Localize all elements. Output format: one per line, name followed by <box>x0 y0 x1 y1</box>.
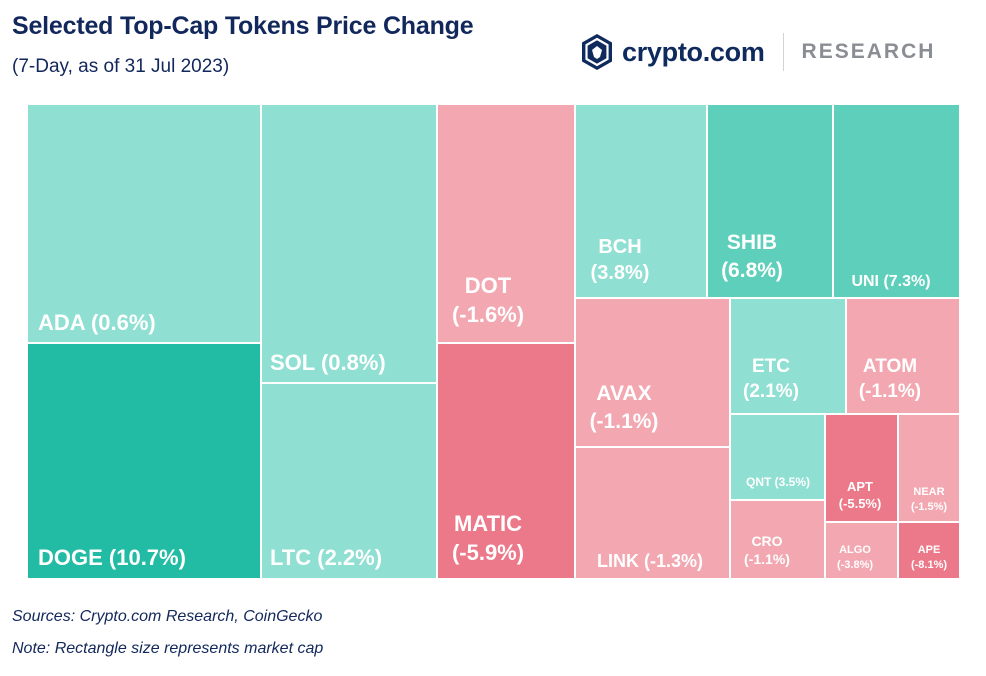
tile-bch: BCH (3.8%) <box>576 105 706 297</box>
tile-label-algo: ALGO (-3.8%) <box>837 544 873 571</box>
brand-division: RESEARCH <box>801 40 936 63</box>
tile-etc: ETC (2.1%) <box>731 299 845 413</box>
tile-link: LINK (-1.3%) <box>576 448 729 578</box>
tile-rect-near <box>899 415 959 521</box>
chart-subtitle: (7-Day, as of 31 Jul 2023) <box>12 56 230 77</box>
tile-rect-etc <box>731 299 845 413</box>
brand-name: crypto.com <box>622 36 765 67</box>
tile-rect-dot <box>438 105 574 342</box>
tile-sol: SOL (0.8%) <box>262 105 436 382</box>
tile-doge: DOGE (10.7%) <box>28 344 260 578</box>
brand-divider <box>782 33 784 71</box>
tile-dot: DOT (-1.6%) <box>438 105 574 342</box>
tile-rect-cro <box>731 501 824 578</box>
brand-header: crypto.com RESEARCH <box>580 32 935 72</box>
tile-label-qnt: QNT (3.5%) <box>746 475 810 489</box>
tile-uni: UNI (7.3%) <box>834 105 959 297</box>
tile-rect-qnt <box>731 415 824 499</box>
tile-rect-matic <box>438 344 574 578</box>
tile-label-doge: DOGE (10.7%) <box>38 545 186 570</box>
tile-label-ada: ADA (0.6%) <box>38 310 156 335</box>
tile-shib: SHIB (6.8%) <box>708 105 832 297</box>
tile-label-bch: BCH (3.8%) <box>591 236 650 284</box>
tile-label-matic: MATIC (-5.9%) <box>452 511 524 565</box>
tile-rect-bch <box>576 105 706 297</box>
tile-label-shib: SHIB (6.8%) <box>721 231 783 282</box>
chart-title: Selected Top-Cap Tokens Price Change <box>12 12 474 40</box>
tile-label-avax: AVAX (-1.1%) <box>590 382 659 433</box>
tile-rect-atom <box>847 299 959 413</box>
tile-atom: ATOM (-1.1%) <box>847 299 959 413</box>
tile-matic: MATIC (-5.9%) <box>438 344 574 578</box>
tile-cro: CRO (-1.1%) <box>731 501 824 578</box>
tile-rect-algo <box>826 523 897 578</box>
tile-label-ape: APE (-8.1%) <box>911 544 947 571</box>
tile-label-etc: ETC (2.1%) <box>743 356 799 402</box>
tile-label-sol: SOL (0.8%) <box>270 350 386 375</box>
tile-rect-avax <box>576 299 729 446</box>
tile-ada: ADA (0.6%) <box>28 105 260 342</box>
sources-note: Sources: Crypto.com Research, CoinGecko <box>12 608 323 625</box>
tile-rect-ada <box>28 105 260 342</box>
tile-rect-doge <box>28 344 260 578</box>
tile-label-apt: APT (-5.5%) <box>839 479 882 511</box>
tile-apt: APT (-5.5%) <box>826 415 897 521</box>
crypto-com-shield-icon <box>582 34 612 70</box>
tile-ltc: LTC (2.2%) <box>262 384 436 578</box>
tile-label-uni: UNI (7.3%) <box>851 273 930 290</box>
tile-rect-shib <box>708 105 832 297</box>
market-cap-note: Note: Rectangle size represents market c… <box>12 640 324 657</box>
tile-near: NEAR (-1.5%) <box>899 415 959 521</box>
tile-rect-ape <box>899 523 959 578</box>
tile-rect-uni <box>834 105 959 297</box>
tile-label-atom: ATOM (-1.1%) <box>859 356 921 402</box>
tile-label-dot: DOT (-1.6%) <box>452 273 524 327</box>
tile-rect-ltc <box>262 384 436 578</box>
tile-label-ltc: LTC (2.2%) <box>270 545 382 570</box>
tile-qnt: QNT (3.5%) <box>731 415 824 499</box>
tile-rect-sol <box>262 105 436 382</box>
tile-rect-apt <box>826 415 897 521</box>
tile-label-near: NEAR (-1.5%) <box>911 486 947 513</box>
tile-rect-link <box>576 448 729 578</box>
tile-avax: AVAX (-1.1%) <box>576 299 729 446</box>
tile-label-cro: CRO (-1.1%) <box>744 533 790 567</box>
tile-label-link: LINK (-1.3%) <box>597 551 703 571</box>
tile-ape: APE (-8.1%) <box>899 523 959 578</box>
tile-algo: ALGO (-3.8%) <box>826 523 897 578</box>
